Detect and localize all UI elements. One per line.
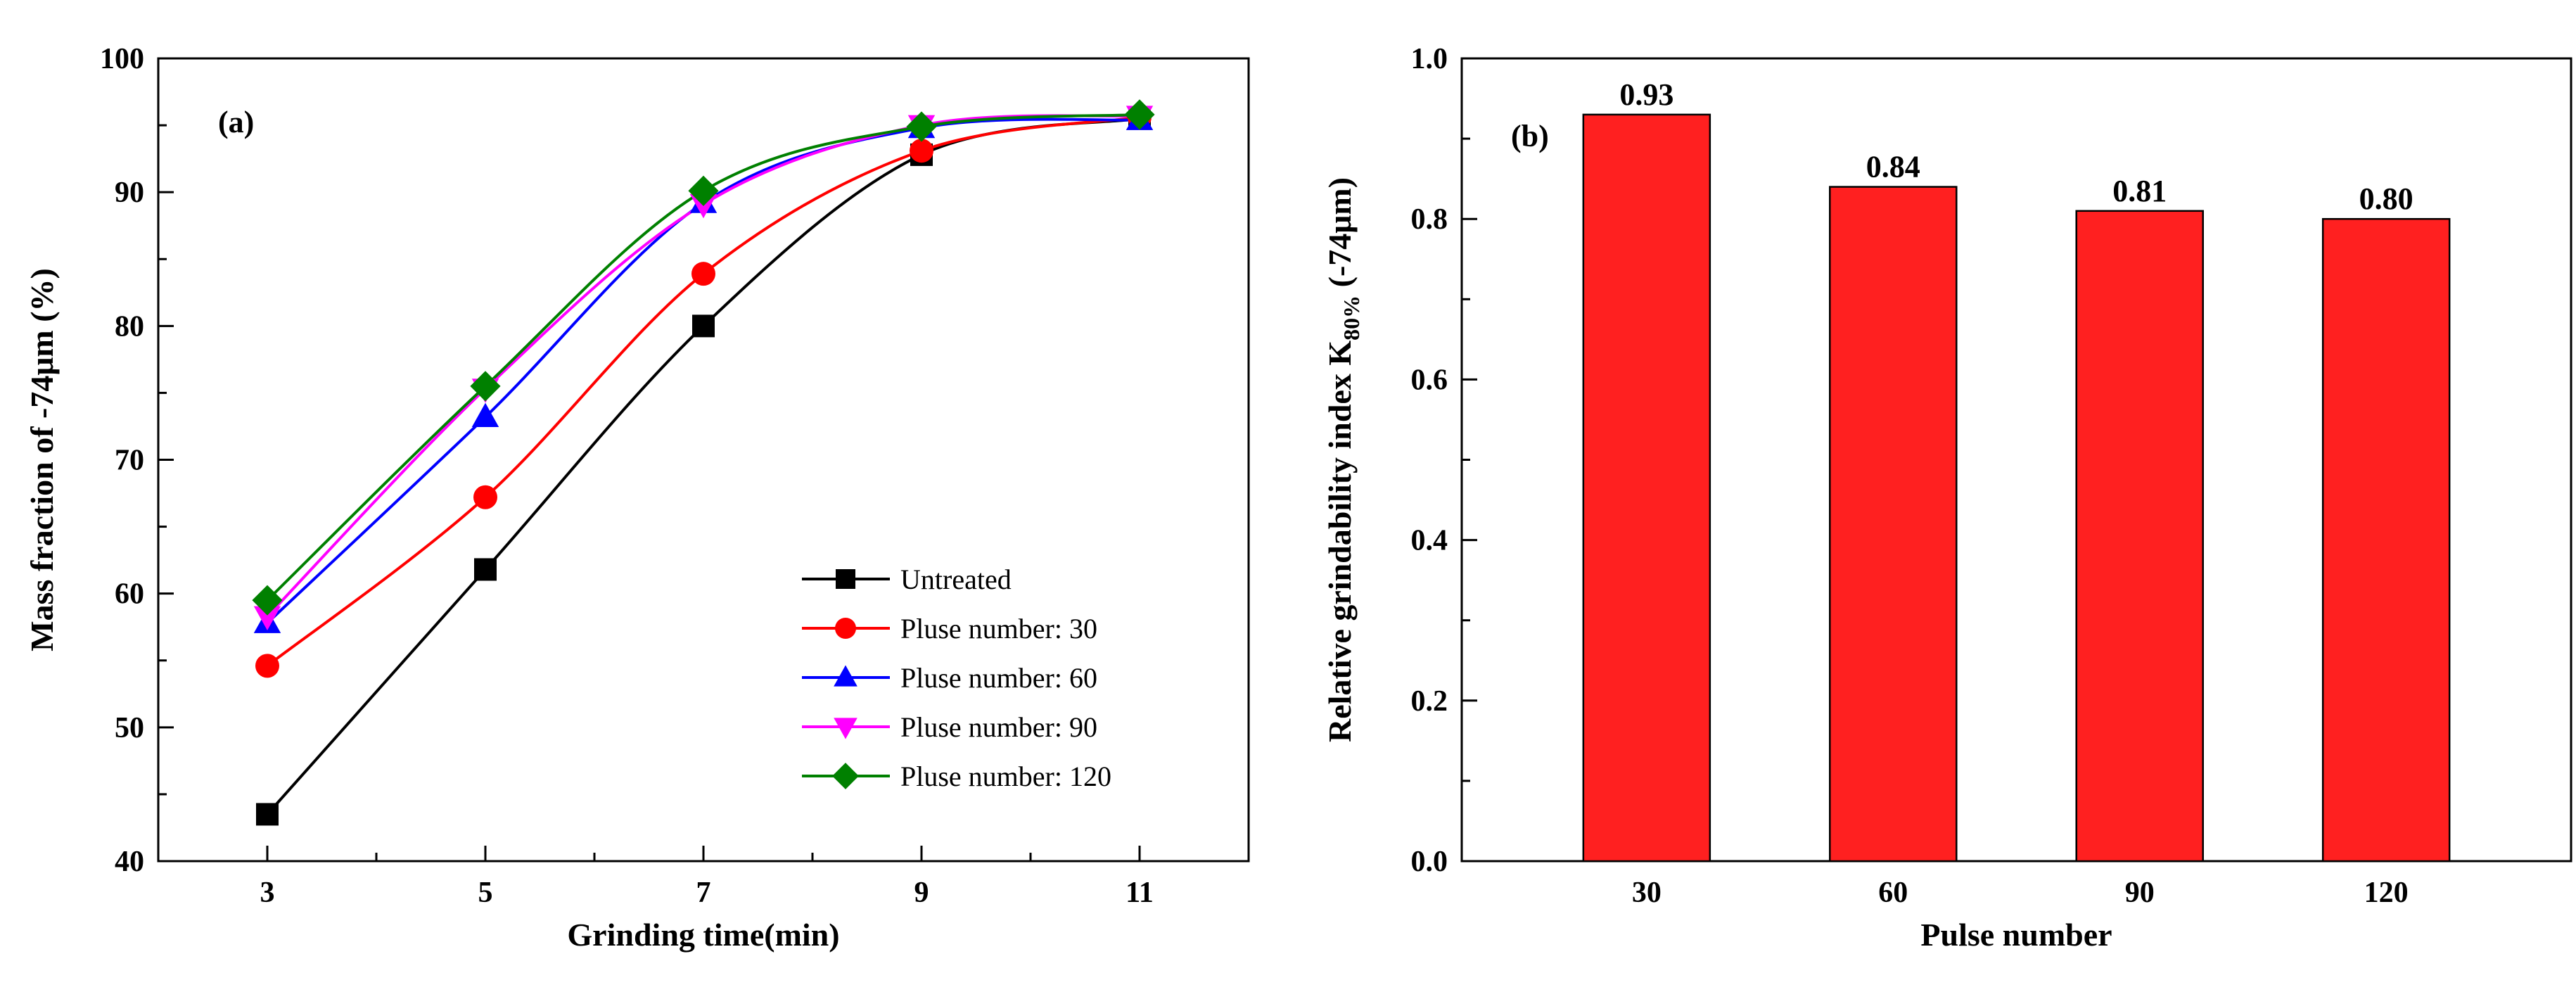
x-tick-label: 120 xyxy=(2364,877,2409,909)
data-point-series-1 xyxy=(910,139,933,163)
legend-label-0: Untreated xyxy=(900,564,1012,595)
legend-a: Untreated Pluse number: 30 Pluse number: 6… xyxy=(802,564,1111,792)
series-markers-a xyxy=(252,99,1155,826)
legend-marker-0 xyxy=(836,569,855,589)
y-tick-label: 50 xyxy=(115,712,144,744)
series-line-4 xyxy=(266,113,1140,602)
y-tick-label: 1.0 xyxy=(1411,43,1448,75)
data-point-series-1 xyxy=(255,654,279,678)
series-line-1 xyxy=(266,115,1140,667)
bar-120 xyxy=(2321,217,2451,863)
y-axis-title-b: Relative grindability index K80% (-74μm) xyxy=(1322,177,1364,742)
panel-label-b: (b) xyxy=(1511,119,1549,153)
x-tick-label: 3 xyxy=(260,877,275,909)
y-tick-label: 40 xyxy=(115,846,144,878)
data-point-series-4 xyxy=(688,175,719,206)
legend-label-2: Pluse number: 60 xyxy=(900,662,1097,694)
y-tick-label: 0.4 xyxy=(1411,525,1448,557)
line-chart-panel: 3 5 7 9 11 40 50 60 70 80 90 100 (a) Grinding time… xyxy=(24,43,1250,953)
bar-60 xyxy=(1829,186,1958,863)
y-axis-title-a: Mass fraction of -74μm (%) xyxy=(24,268,60,651)
legend-label-4: Pluse number: 120 xyxy=(900,761,1111,792)
y-tick-label: 100 xyxy=(100,43,144,75)
bar-value-label: 0.93 xyxy=(1619,77,1673,112)
series-curves-a xyxy=(266,113,1140,815)
axis-ticks-a xyxy=(158,57,1141,863)
y-tick-label: 90 xyxy=(115,177,144,209)
legend-marker-3 xyxy=(834,718,857,739)
y-tick-labels-a: 40 50 60 70 80 90 100 xyxy=(100,43,144,878)
x-tick-label: 60 xyxy=(1878,877,1908,909)
y-axis-title-b-subscript: 80% xyxy=(1339,295,1364,341)
legend-marker-4 xyxy=(832,763,859,789)
bar-value-label: 0.81 xyxy=(2112,174,2167,208)
x-tick-label: 90 xyxy=(2125,877,2155,909)
y-tick-label: 0.0 xyxy=(1411,846,1448,878)
legend-marker-1 xyxy=(835,618,856,639)
x-tick-label: 30 xyxy=(1632,877,1662,909)
data-point-series-4 xyxy=(906,111,937,142)
x-tick-label: 11 xyxy=(1126,877,1154,909)
data-point-series-1 xyxy=(691,262,715,286)
bar-value-label: 0.84 xyxy=(1866,150,1920,184)
x-tick-label: 7 xyxy=(696,877,711,909)
bar-30 xyxy=(1582,113,1711,863)
y-tick-label: 0.6 xyxy=(1411,364,1448,396)
x-tick-labels-a: 3 5 7 9 11 xyxy=(260,877,1154,909)
bar-90 xyxy=(2075,210,2204,863)
data-point-series-2 xyxy=(471,402,499,428)
bar-value-label: 0.80 xyxy=(2359,182,2414,216)
y-tick-label: 0.8 xyxy=(1411,203,1448,236)
x-tick-label: 5 xyxy=(478,877,493,909)
data-point-series-0 xyxy=(256,803,279,826)
x-axis-title-b: Pulse number xyxy=(1920,917,2112,953)
bar-chart-panel: 0.930.840.81 0.80 30 60 90 120 0.00.20.40.60… xyxy=(1322,43,2572,953)
y-tick-label: 0.2 xyxy=(1411,685,1448,718)
legend-label-1: Pluse number: 30 xyxy=(900,613,1097,644)
data-point-series-3 xyxy=(253,606,281,630)
y-tick-label: 70 xyxy=(115,445,144,477)
bar-value-labels-b: 0.93 0.84 0.81 0.80 xyxy=(1619,77,2413,216)
data-point-series-4 xyxy=(1124,99,1155,130)
y-tick-label: 80 xyxy=(115,310,144,343)
bars-b xyxy=(1582,113,2451,863)
x-tick-label: 9 xyxy=(914,877,929,909)
series-line-3 xyxy=(266,114,1140,618)
y-axis-title-b-tail: (-74μm) xyxy=(1322,177,1358,295)
data-point-series-4 xyxy=(470,371,501,402)
data-point-series-0 xyxy=(692,314,715,338)
y-tick-label: 60 xyxy=(115,578,144,611)
x-tick-labels-b: 30 60 90 120 xyxy=(1632,877,2409,909)
legend-marker-2 xyxy=(834,665,857,687)
x-axis-title-a: Grinding time(min) xyxy=(567,917,839,953)
data-point-series-1 xyxy=(473,485,497,509)
data-point-series-0 xyxy=(474,558,497,581)
data-point-series-3 xyxy=(689,193,718,219)
y-axis-title-b-main: Relative grindability index K xyxy=(1322,341,1358,742)
data-point-series-4 xyxy=(252,585,283,616)
panel-label-a: (a) xyxy=(218,105,254,139)
legend-label-3: Pluse number: 90 xyxy=(900,711,1097,743)
y-tick-labels-b: 0.0 0.2 0.4 0.6 0.8 1.0 xyxy=(1411,43,1448,878)
